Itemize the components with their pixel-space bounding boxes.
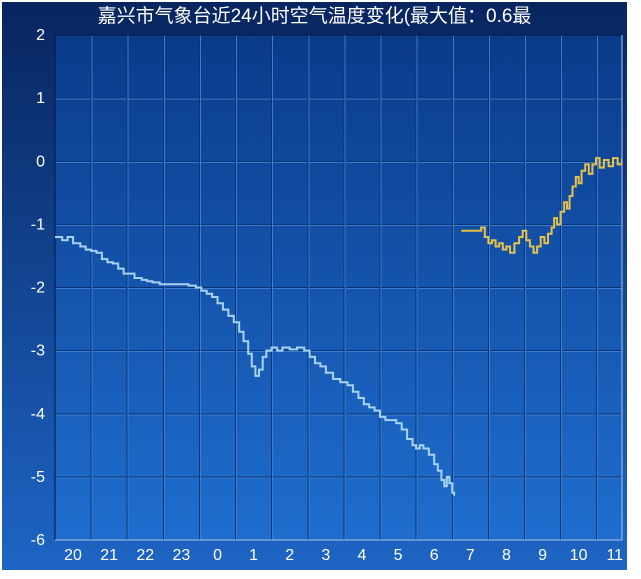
x-tick-label: 5 <box>394 547 403 564</box>
y-tick-label: -6 <box>31 532 45 549</box>
y-tick-label: -5 <box>31 469 45 486</box>
x-tick-label: 22 <box>136 547 154 564</box>
y-tick-label: 0 <box>36 153 45 170</box>
x-tick-label: 0 <box>213 547 222 564</box>
x-tick-label: 3 <box>321 547 330 564</box>
y-tick-label: 2 <box>36 27 45 44</box>
temperature-chart: 嘉兴市气象台近24小时空气温度变化(最大值：0.6最210-1-2-3-4-5-… <box>0 0 641 579</box>
x-tick-label: 23 <box>173 547 191 564</box>
x-tick-label: 6 <box>430 547 439 564</box>
x-tick-label: 20 <box>64 547 82 564</box>
chart-title: 嘉兴市气象台近24小时空气温度变化(最大值：0.6最 <box>98 5 532 27</box>
x-tick-label: 9 <box>538 547 547 564</box>
y-tick-label: -4 <box>31 406 45 423</box>
x-tick-label: 7 <box>466 547 475 564</box>
y-tick-label: -1 <box>31 216 45 233</box>
x-tick-label: 4 <box>358 547 367 564</box>
x-tick-label: 10 <box>570 547 588 564</box>
x-tick-label: 11 <box>606 547 623 564</box>
x-tick-label: 21 <box>100 547 118 564</box>
y-tick-label: -2 <box>31 280 45 297</box>
x-tick-label: 8 <box>502 547 511 564</box>
x-tick-label: 1 <box>249 547 258 564</box>
y-tick-label: 1 <box>36 90 45 107</box>
y-tick-label: -3 <box>31 343 45 360</box>
x-tick-label: 2 <box>285 547 294 564</box>
